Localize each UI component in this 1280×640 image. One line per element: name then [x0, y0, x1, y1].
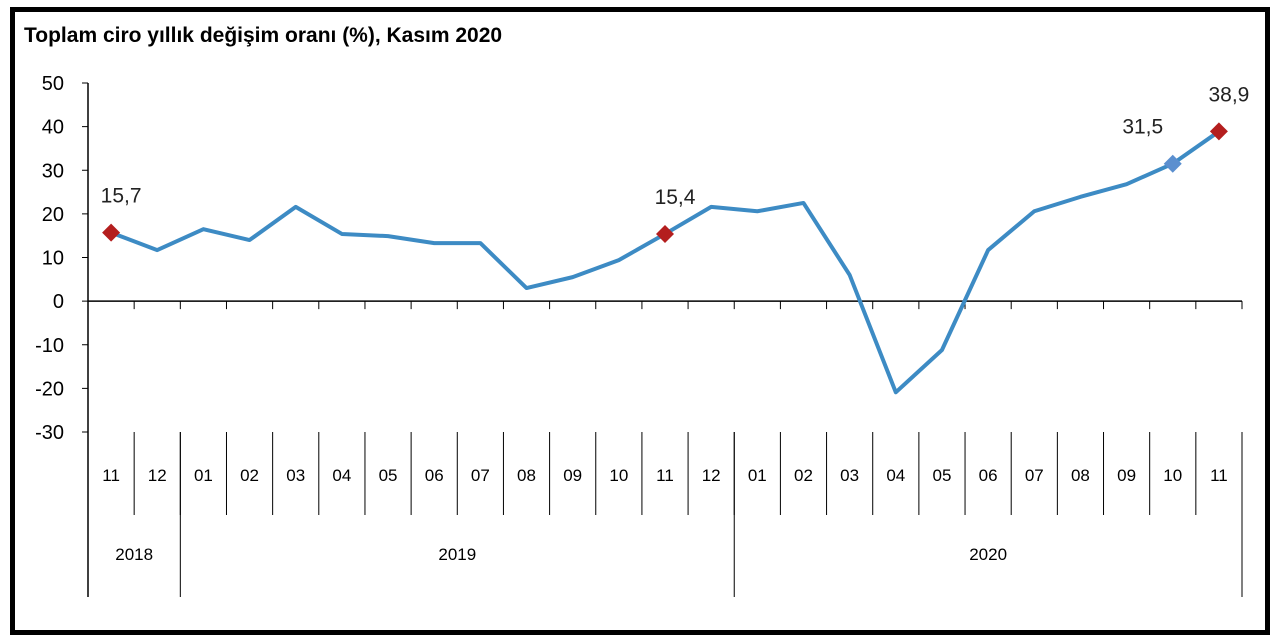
y-tick-label: 10 [42, 248, 64, 270]
month-label: 07 [1025, 466, 1044, 485]
chart-frame [10, 7, 1270, 635]
month-label: 06 [425, 466, 444, 485]
month-label: 01 [748, 466, 767, 485]
month-label: 02 [794, 466, 813, 485]
month-label: 09 [1117, 466, 1136, 485]
month-label: 05 [379, 466, 398, 485]
year-label: 2019 [438, 545, 476, 564]
month-label: 07 [471, 466, 490, 485]
month-label: 12 [702, 466, 721, 485]
month-label: 08 [517, 466, 536, 485]
data-label: 15,7 [101, 185, 142, 208]
month-label: 10 [1163, 466, 1182, 485]
month-label: 11 [656, 466, 674, 485]
month-label: 02 [240, 466, 259, 485]
year-label: 2020 [969, 545, 1007, 564]
y-tick-label: 30 [42, 160, 64, 182]
data-marker [1163, 154, 1182, 173]
month-label: 05 [932, 466, 951, 485]
month-label: 12 [148, 466, 167, 485]
data-marker [1209, 122, 1228, 141]
month-label: 03 [840, 466, 859, 485]
y-tick-label: -10 [35, 335, 64, 357]
month-label: 01 [194, 466, 213, 485]
data-marker [656, 224, 674, 243]
month-label: 09 [563, 466, 582, 485]
data-label: 31,5 [1122, 116, 1163, 139]
chart-title: Toplam ciro yıllık değişim oranı (%), Ka… [24, 24, 503, 47]
month-label: 03 [286, 466, 305, 485]
month-label: 08 [1071, 466, 1090, 485]
month-label: 04 [332, 466, 351, 485]
month-label: 11 [102, 466, 120, 485]
y-tick-label: -30 [35, 422, 64, 444]
data-marker [102, 223, 121, 242]
data-label: 15,4 [655, 186, 696, 209]
month-label: 06 [979, 466, 998, 485]
month-label: 10 [609, 466, 628, 485]
month-label: 11 [1210, 466, 1228, 485]
year-label: 2018 [115, 545, 153, 564]
y-tick-label: 20 [42, 204, 64, 226]
y-tick-label: 0 [53, 291, 64, 313]
y-tick-label: 40 [42, 117, 64, 139]
y-tick-label: -20 [35, 378, 64, 400]
y-tick-label: 50 [42, 73, 64, 95]
data-label: 38,9 [1208, 83, 1249, 106]
month-label: 04 [886, 466, 905, 485]
data-line [110, 129, 1221, 395]
